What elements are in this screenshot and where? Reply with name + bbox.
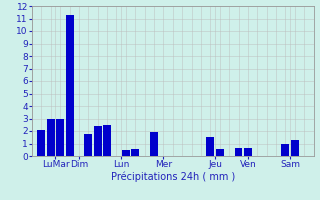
Bar bbox=[84, 134, 92, 156]
Bar bbox=[103, 125, 111, 156]
Bar bbox=[244, 148, 252, 156]
Bar bbox=[37, 130, 45, 156]
Bar bbox=[56, 118, 64, 156]
Bar bbox=[47, 118, 55, 156]
Bar bbox=[291, 140, 299, 156]
Bar bbox=[66, 15, 74, 156]
Bar bbox=[94, 126, 102, 156]
Bar bbox=[282, 144, 289, 156]
Bar bbox=[206, 137, 214, 156]
Bar bbox=[131, 148, 139, 156]
Bar bbox=[216, 148, 224, 156]
Bar bbox=[150, 132, 158, 156]
Bar bbox=[122, 150, 130, 156]
Bar bbox=[235, 148, 243, 156]
X-axis label: Précipitations 24h ( mm ): Précipitations 24h ( mm ) bbox=[111, 172, 235, 182]
